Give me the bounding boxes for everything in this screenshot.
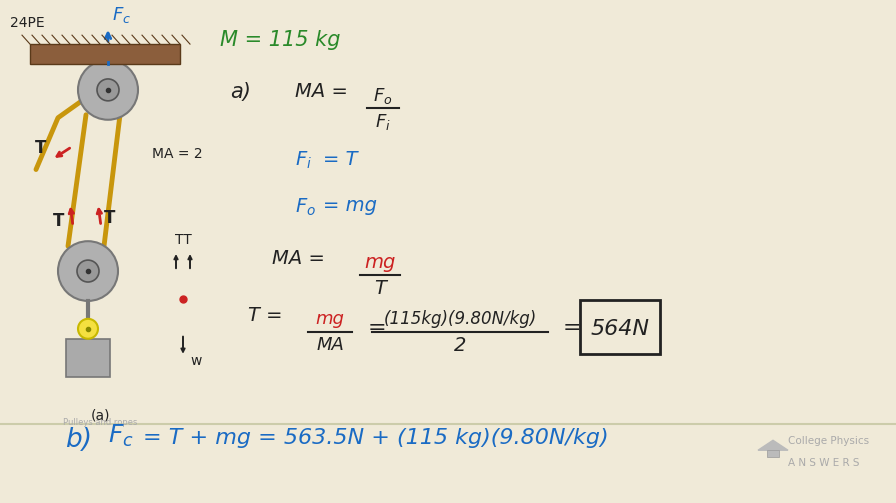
Text: $F_c$: $F_c$ bbox=[108, 423, 134, 449]
Text: MA =: MA = bbox=[272, 249, 325, 268]
Text: T: T bbox=[374, 279, 386, 298]
Text: TT: TT bbox=[175, 233, 192, 247]
Text: = mg: = mg bbox=[323, 196, 377, 215]
Text: College Physics: College Physics bbox=[788, 436, 869, 446]
Text: T: T bbox=[53, 212, 65, 230]
Circle shape bbox=[77, 260, 99, 282]
Circle shape bbox=[78, 319, 98, 339]
Polygon shape bbox=[758, 440, 788, 450]
Text: a): a) bbox=[230, 82, 251, 102]
Text: $F_o$: $F_o$ bbox=[374, 86, 392, 106]
Text: = T + mg = 563.5N + (115 kg)(9.80N/kg): = T + mg = 563.5N + (115 kg)(9.80N/kg) bbox=[143, 428, 608, 448]
Text: =: = bbox=[563, 318, 582, 338]
FancyBboxPatch shape bbox=[580, 300, 660, 354]
Text: mg: mg bbox=[315, 310, 344, 328]
Circle shape bbox=[97, 79, 119, 101]
Bar bbox=[66, 339, 110, 377]
Text: (a): (a) bbox=[90, 408, 109, 423]
Text: MA =: MA = bbox=[295, 82, 348, 101]
Text: T =: T = bbox=[248, 306, 282, 325]
Text: b): b) bbox=[65, 427, 92, 453]
Text: 564N: 564N bbox=[590, 319, 650, 339]
Text: =: = bbox=[368, 318, 387, 338]
Text: $F_i$: $F_i$ bbox=[375, 112, 391, 132]
Text: $F_o$: $F_o$ bbox=[295, 196, 316, 218]
Bar bbox=[767, 450, 779, 457]
Text: $\mathit{F_c}$: $\mathit{F_c}$ bbox=[112, 5, 131, 25]
Text: Pulleys and ropes: Pulleys and ropes bbox=[63, 418, 137, 428]
Text: M = 115 kg: M = 115 kg bbox=[220, 30, 340, 50]
Text: mg: mg bbox=[365, 253, 396, 272]
Text: 2: 2 bbox=[453, 336, 466, 355]
Text: T: T bbox=[35, 139, 47, 156]
Bar bbox=[30, 44, 180, 64]
Text: T: T bbox=[104, 209, 116, 227]
Text: 24PE: 24PE bbox=[10, 16, 45, 30]
Text: w: w bbox=[190, 354, 202, 368]
Text: = T: = T bbox=[323, 149, 358, 169]
Text: (115kg)(9.80N/kg): (115kg)(9.80N/kg) bbox=[383, 310, 537, 328]
Text: $F_i$: $F_i$ bbox=[295, 149, 312, 171]
Circle shape bbox=[78, 60, 138, 120]
Text: A N S W E R S: A N S W E R S bbox=[788, 458, 859, 468]
Text: MA: MA bbox=[316, 336, 344, 354]
Circle shape bbox=[58, 241, 118, 301]
Text: MA = 2: MA = 2 bbox=[152, 146, 202, 160]
